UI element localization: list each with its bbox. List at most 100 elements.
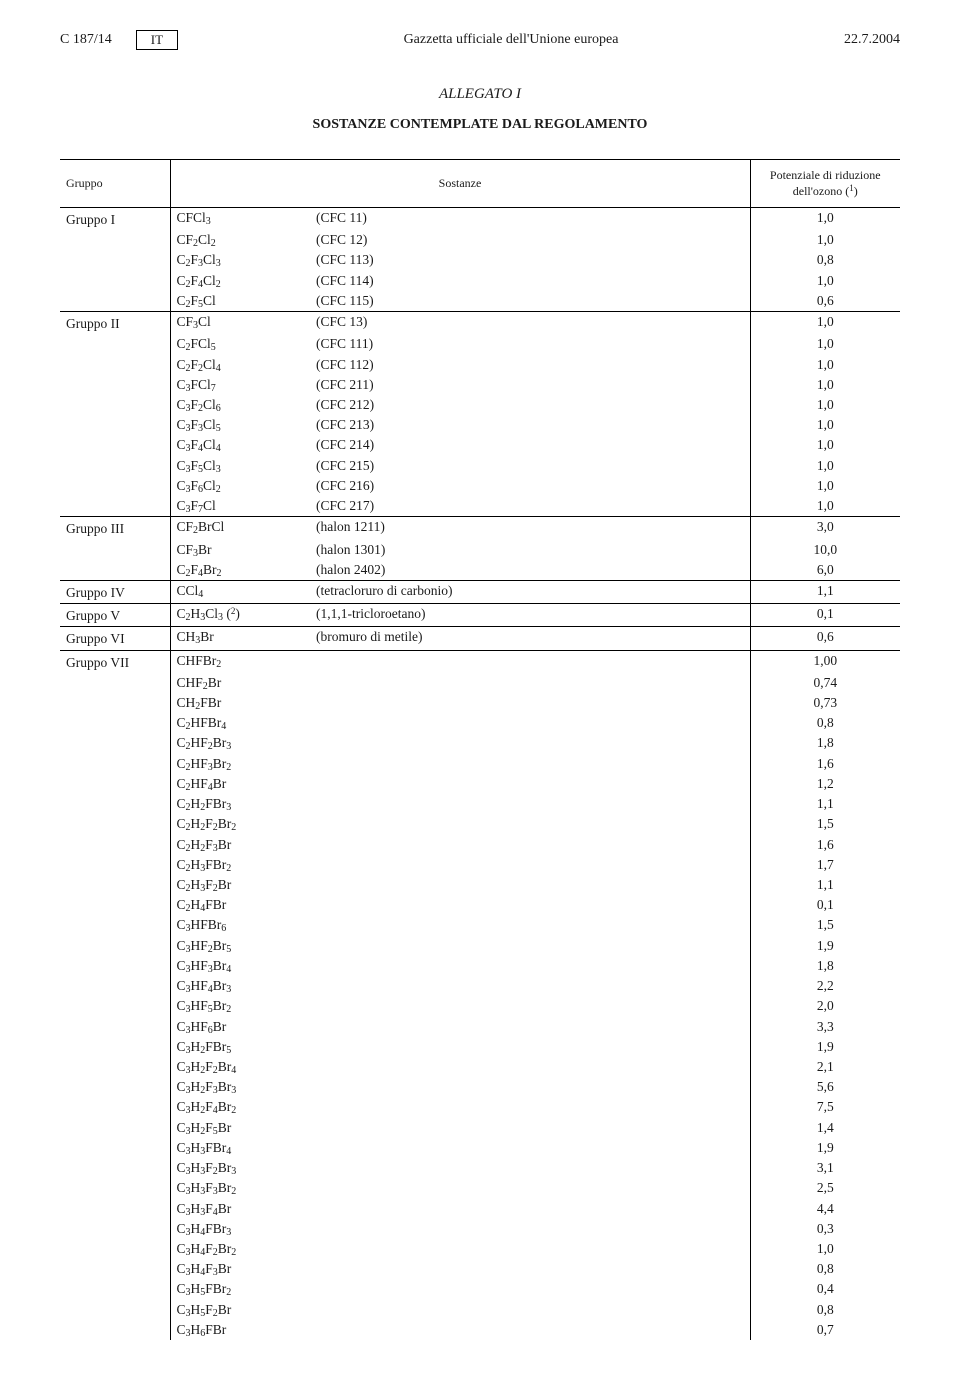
substance-formula: C3HF4Br3 xyxy=(170,976,310,996)
group-label xyxy=(60,560,170,581)
substance-formula: CF2Cl2 xyxy=(170,230,310,250)
group-label xyxy=(60,835,170,855)
table-row: Gruppo VICH3Br(bromuro di metile)0,6 xyxy=(60,627,900,650)
col-header-potential: Potenziale di riduzione dell'ozono (1) xyxy=(750,160,900,208)
substances-table: Gruppo Sostanze Potenziale di riduzione … xyxy=(60,159,900,1340)
substance-formula: C2HF2Br3 xyxy=(170,733,310,753)
col-header-group: Gruppo xyxy=(60,160,170,208)
odp-value: 0,4 xyxy=(750,1279,900,1299)
substance-name: (CFC 111) xyxy=(310,334,750,354)
table-row: C3H4F2Br21,0 xyxy=(60,1239,900,1259)
group-label xyxy=(60,976,170,996)
table-row: C3FCl7(CFC 211)1,0 xyxy=(60,375,900,395)
substance-name xyxy=(310,650,750,673)
substance-formula: C2HFBr4 xyxy=(170,713,310,733)
table-row: C2F3Cl3(CFC 113)0,8 xyxy=(60,250,900,270)
substance-formula: C3H2F5Br xyxy=(170,1118,310,1138)
odp-value: 2,1 xyxy=(750,1057,900,1077)
odp-value: 7,5 xyxy=(750,1097,900,1117)
table-row: C3HF5Br22,0 xyxy=(60,996,900,1016)
group-label xyxy=(60,1138,170,1158)
substance-name xyxy=(310,956,750,976)
group-label xyxy=(60,1077,170,1097)
substance-formula: C2H4FBr xyxy=(170,895,310,915)
table-row: C3H4F3Br0,8 xyxy=(60,1259,900,1279)
group-label xyxy=(60,291,170,312)
substance-name xyxy=(310,774,750,794)
odp-value: 0,8 xyxy=(750,1259,900,1279)
group-label xyxy=(60,996,170,1016)
group-label xyxy=(60,1199,170,1219)
journal-title: Gazzetta ufficiale dell'Unione europea xyxy=(404,32,619,48)
substance-name xyxy=(310,1017,750,1037)
table-row: C2H2F2Br21,5 xyxy=(60,814,900,834)
substance-formula: C3F6Cl2 xyxy=(170,476,310,496)
group-label xyxy=(60,915,170,935)
group-label xyxy=(60,1017,170,1037)
table-row: C3H4FBr30,3 xyxy=(60,1219,900,1239)
odp-value: 1,0 xyxy=(750,355,900,375)
odp-value: 1,1 xyxy=(750,794,900,814)
substance-name xyxy=(310,875,750,895)
table-row: C3F4Cl4(CFC 214)1,0 xyxy=(60,435,900,455)
table-row: C3F3Cl5(CFC 213)1,0 xyxy=(60,415,900,435)
substance-formula: C2F4Br2 xyxy=(170,560,310,581)
odp-value: 0,8 xyxy=(750,713,900,733)
odp-value: 2,0 xyxy=(750,996,900,1016)
substance-formula: C3HF3Br4 xyxy=(170,956,310,976)
table-row: Gruppo VIICHFBr21,00 xyxy=(60,650,900,673)
substance-formula: C3H2FBr5 xyxy=(170,1037,310,1057)
odp-value: 1,4 xyxy=(750,1118,900,1138)
odp-value: 1,1 xyxy=(750,875,900,895)
table-row: C2H3FBr2 1,7 xyxy=(60,855,900,875)
odp-value: 1,6 xyxy=(750,835,900,855)
table-row: C3H3F2Br33,1 xyxy=(60,1158,900,1178)
group-label: Gruppo II xyxy=(60,312,170,335)
odp-value: 1,5 xyxy=(750,915,900,935)
odp-value: 1,0 xyxy=(750,334,900,354)
table-row: C2H2FBr31,1 xyxy=(60,794,900,814)
group-label xyxy=(60,814,170,834)
page-reference: C 187/14 xyxy=(60,32,112,48)
substance-name xyxy=(310,1118,750,1138)
group-label xyxy=(60,855,170,875)
substance-formula: C3H5FBr2 xyxy=(170,1279,310,1299)
substance-formula: CFCl3 xyxy=(170,208,310,231)
substance-formula: C2FCl5 xyxy=(170,334,310,354)
table-row: C3H2F5Br 1,4 xyxy=(60,1118,900,1138)
substance-name: (CFC 214) xyxy=(310,435,750,455)
group-label xyxy=(60,476,170,496)
substance-name xyxy=(310,1037,750,1057)
table-row: C3H2FBr5 1,9 xyxy=(60,1037,900,1057)
table-row: C2HF4Br1,2 xyxy=(60,774,900,794)
substance-name xyxy=(310,976,750,996)
group-label xyxy=(60,693,170,713)
table-row: CF3Br(halon 1301)10,0 xyxy=(60,540,900,560)
substance-name: (CFC 114) xyxy=(310,271,750,291)
odp-value: 0,1 xyxy=(750,604,900,627)
substance-name: (CFC 112) xyxy=(310,355,750,375)
page-header: C 187/14 IT Gazzetta ufficiale dell'Unio… xyxy=(60,30,900,50)
odp-value: 1,0 xyxy=(750,456,900,476)
odp-value: 0,7 xyxy=(750,1320,900,1340)
odp-value: 1,6 xyxy=(750,754,900,774)
table-row: C2HF2Br31,8 xyxy=(60,733,900,753)
group-label xyxy=(60,1259,170,1279)
odp-value: 1,2 xyxy=(750,774,900,794)
substance-formula: C2H3FBr2 xyxy=(170,855,310,875)
table-row: C3F5Cl3(CFC 215)1,0 xyxy=(60,456,900,476)
substance-name xyxy=(310,1057,750,1077)
substance-formula: C2HF3Br2 xyxy=(170,754,310,774)
table-row: C2H4FBr0,1 xyxy=(60,895,900,915)
table-row: C2H2F3Br1,6 xyxy=(60,835,900,855)
odp-value: 1,7 xyxy=(750,855,900,875)
substance-name: (CFC 13) xyxy=(310,312,750,335)
group-label xyxy=(60,673,170,693)
substance-name: (1,1,1-tricloroetano) xyxy=(310,604,750,627)
group-label xyxy=(60,435,170,455)
substance-name: (CFC 211) xyxy=(310,375,750,395)
substance-name xyxy=(310,1199,750,1219)
odp-value: 1,9 xyxy=(750,1037,900,1057)
substance-formula: C2H3F2Br xyxy=(170,875,310,895)
odp-value: 1,5 xyxy=(750,814,900,834)
